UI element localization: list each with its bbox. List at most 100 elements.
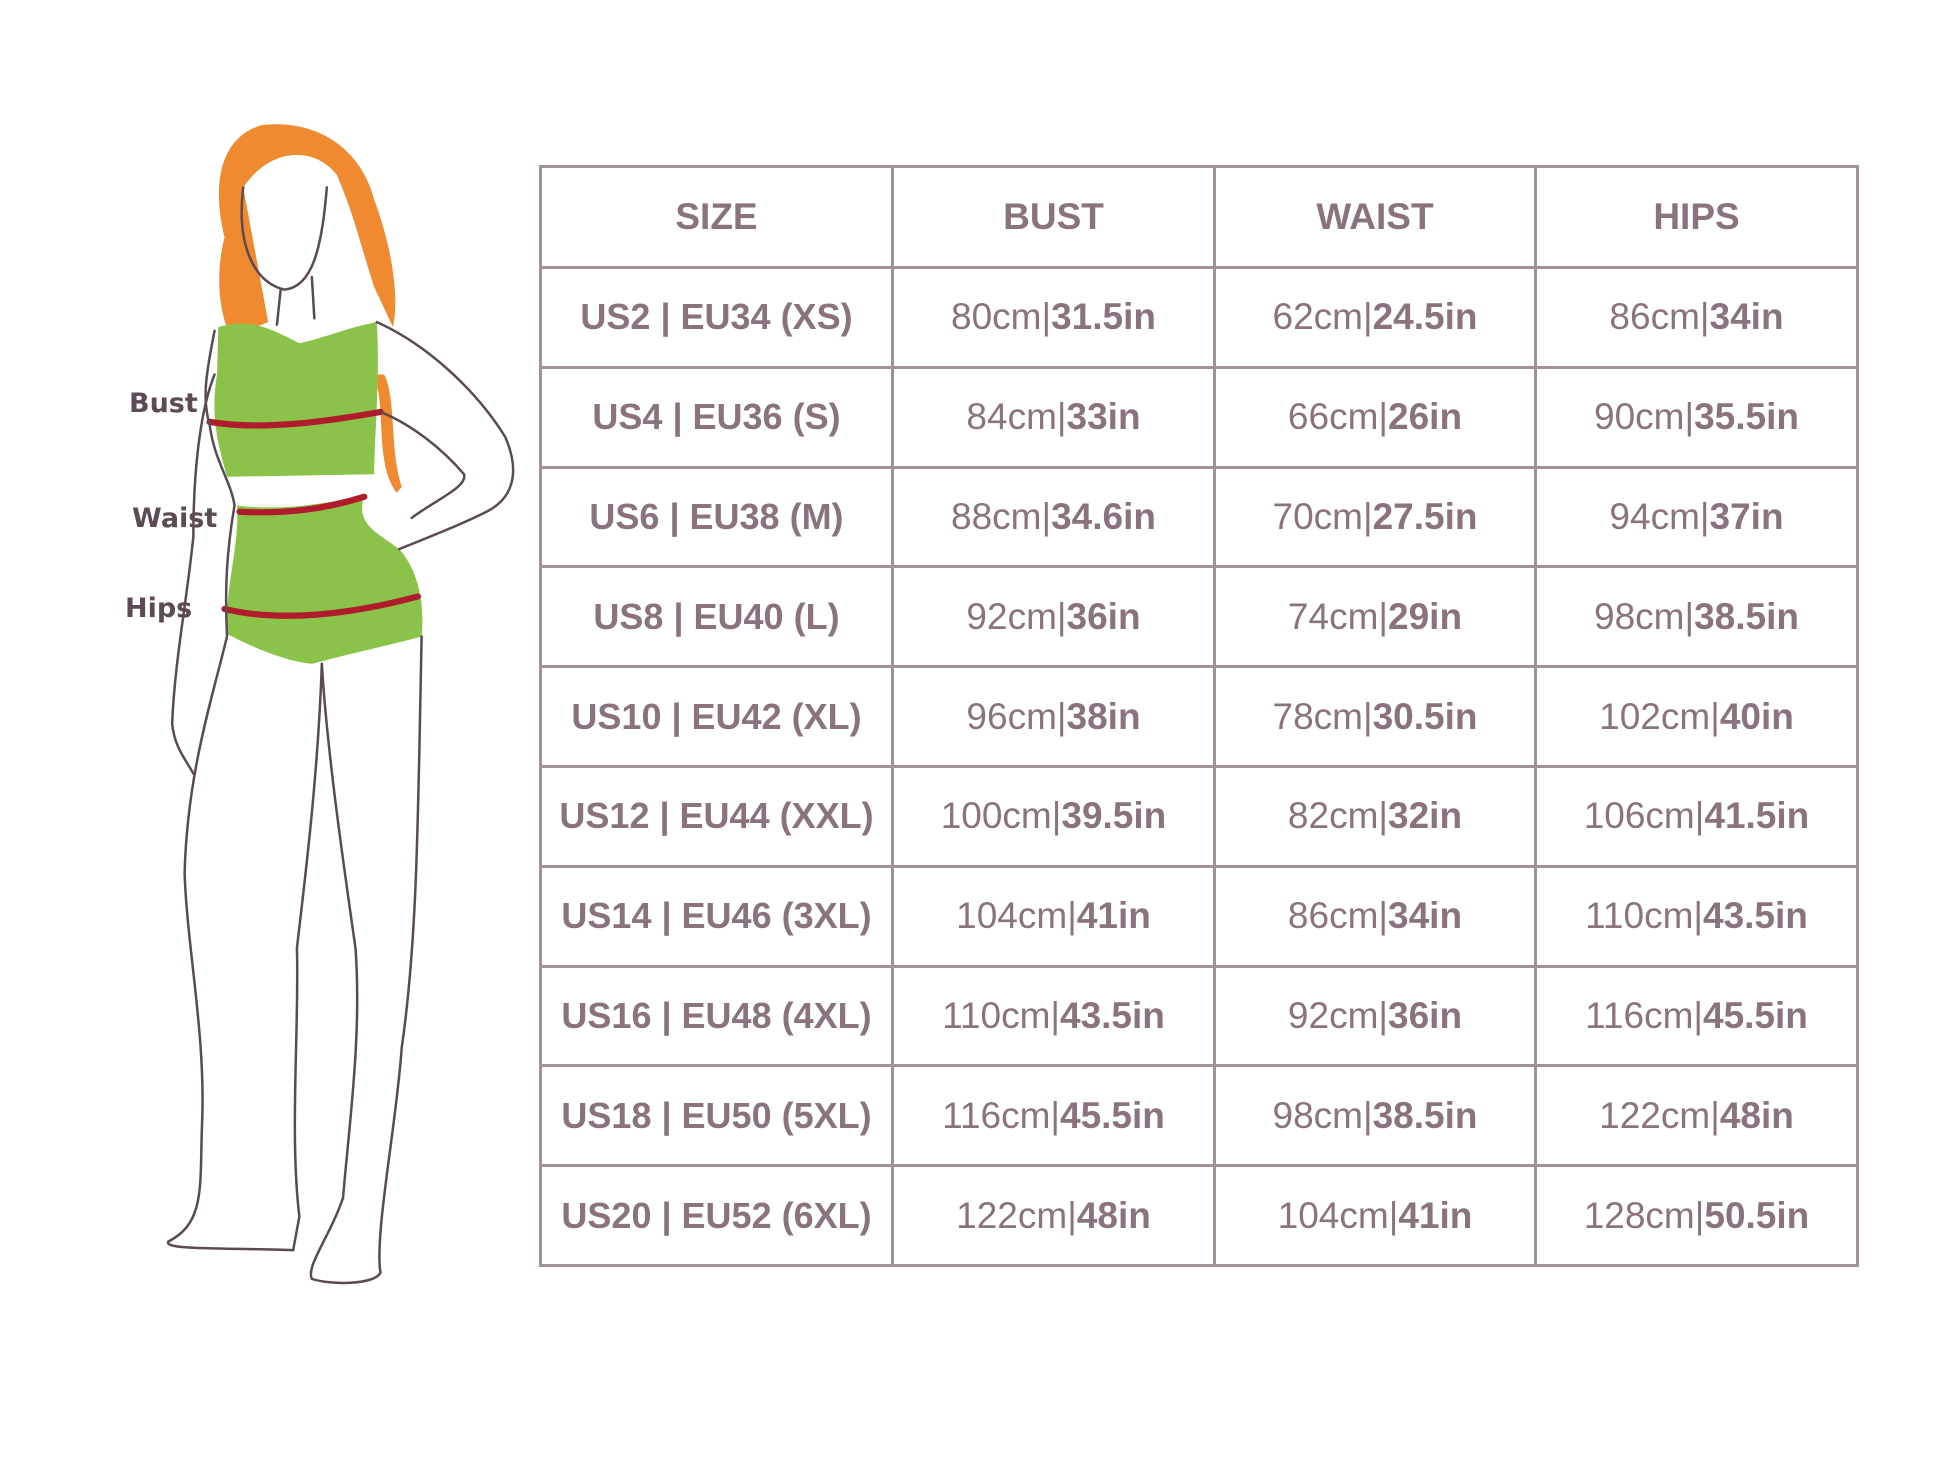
table-header-row: SIZE BUST WAIST HIPS: [539, 165, 1859, 269]
bust-cell: 80cm|31.5in: [891, 266, 1216, 369]
hips-in: 35.5in: [1694, 396, 1799, 438]
face-outline: [240, 186, 329, 291]
bust-cm: 96cm|: [966, 695, 1067, 737]
hips-cm: 122cm|: [1599, 1094, 1720, 1136]
top-garment: [214, 322, 378, 477]
bust-cm: 116cm|: [942, 1094, 1060, 1136]
waist-cm: 74cm|: [1287, 595, 1389, 637]
hips-in: 34in: [1709, 296, 1784, 338]
size-cell: US18 | EU50 (5XL): [539, 1064, 894, 1168]
hips-in: 40in: [1719, 695, 1794, 737]
waist-in: 26in: [1388, 396, 1463, 438]
hips-cell: 90cm|35.5in: [1534, 365, 1859, 469]
waist-measure-line: [236, 493, 368, 516]
hips-cell: 106cm|41.5in: [1534, 764, 1859, 868]
waist-cell: 98cm|38.5in: [1213, 1064, 1537, 1168]
hips-in: 38.5in: [1694, 595, 1799, 637]
size-cell: US12 | EU44 (XXL): [539, 764, 894, 868]
bust-in: 48in: [1076, 1194, 1151, 1236]
table-row: US14 | EU46 (3XL) 104cm|41in 86cm|34in 110c…: [539, 864, 1859, 968]
waist-in: 38.5in: [1372, 1094, 1478, 1136]
bust-in: 41in: [1076, 895, 1151, 937]
hips-cell: 86cm|34in: [1534, 266, 1859, 369]
size-cell: US4 | EU36 (S): [539, 365, 894, 469]
hips-in: 37in: [1709, 495, 1784, 537]
size-cell: US16 | EU48 (4XL): [539, 964, 894, 1068]
bust-in: 31.5in: [1051, 296, 1156, 338]
hips-cell: 116cm|45.5in: [1534, 964, 1859, 1068]
size-cell: US6 | EU38 (M): [539, 465, 894, 569]
waist-cm: 98cm|: [1272, 1094, 1373, 1136]
table-row: US18 | EU50 (5XL) 116cm|45.5in 98cm|38.5in…: [539, 1064, 1859, 1168]
waist-cm: 78cm|: [1272, 695, 1373, 737]
waist-in: 29in: [1388, 595, 1463, 637]
table-row: US4 | EU36 (S) 84cm|33in 66cm|26in 90cm|35.…: [539, 365, 1859, 469]
hips-cm: 94cm|: [1609, 495, 1710, 537]
bust-in: 34.6in: [1051, 495, 1156, 537]
header-bust: BUST: [891, 165, 1216, 269]
waist-cm: 62cm|: [1272, 296, 1373, 338]
bust-cell: 110cm|43.5in: [891, 964, 1216, 1068]
bust-cell: 96cm|38in: [891, 665, 1216, 768]
bust-label: Bust: [129, 388, 198, 419]
table-row: US12 | EU44 (XXL) 100cm|39.5in 82cm|32in 10…: [539, 764, 1859, 868]
bust-cm: 100cm|: [940, 795, 1062, 837]
waist-cell: 86cm|34in: [1213, 864, 1537, 968]
hips-cm: 98cm|: [1594, 595, 1695, 637]
hips-cell: 98cm|38.5in: [1534, 565, 1859, 669]
size-cell: US2 | EU34 (XS): [539, 266, 894, 369]
bust-cell: 84cm|33in: [891, 365, 1216, 469]
waist-cm: 86cm|: [1287, 895, 1389, 937]
hips-cm: 106cm|: [1583, 795, 1705, 837]
hips-cell: 102cm|40in: [1534, 665, 1859, 768]
hips-cell: 94cm|37in: [1534, 465, 1859, 569]
bust-cell: 116cm|45.5in: [891, 1064, 1216, 1168]
hips-cm: 128cm|: [1583, 1194, 1705, 1236]
bust-cm: 122cm|: [956, 1194, 1077, 1236]
hips-cm: 110cm|: [1585, 895, 1703, 937]
waist-cell: 78cm|30.5in: [1213, 665, 1537, 768]
waist-cell: 92cm|36in: [1213, 964, 1537, 1068]
hips-in: 41.5in: [1704, 795, 1810, 837]
bust-cm: 80cm|: [951, 296, 1052, 338]
bust-in: 45.5in: [1060, 1094, 1165, 1136]
bust-in: 38in: [1066, 695, 1141, 737]
hips-cell: 110cm|43.5in: [1534, 864, 1859, 968]
bust-in: 39.5in: [1061, 795, 1167, 837]
size-cell: US8 | EU40 (L): [539, 565, 894, 669]
bust-cm: 88cm|: [951, 495, 1052, 537]
waist-in: 34in: [1388, 895, 1463, 937]
waist-in: 30.5in: [1372, 695, 1478, 737]
bottom-garment: [226, 494, 423, 664]
table-row: US2 | EU34 (XS) 80cm|31.5in 62cm|24.5in 86c…: [539, 266, 1859, 369]
waist-in: 24.5in: [1372, 296, 1478, 338]
waist-in: 27.5in: [1372, 495, 1478, 537]
bust-measure-line: [206, 408, 384, 429]
table-row: US16 | EU48 (4XL) 110cm|43.5in 92cm|36in 11…: [539, 964, 1859, 1068]
waist-label: Waist: [132, 503, 218, 534]
table-row: US6 | EU38 (M) 88cm|34.6in 70cm|27.5in 94cm…: [539, 465, 1859, 569]
table-row: US8 | EU40 (L) 92cm|36in 74cm|29in 98cm|38.…: [539, 565, 1859, 669]
bust-cell: 104cm|41in: [891, 864, 1216, 968]
hips-cm: 86cm|: [1609, 296, 1710, 338]
waist-cell: 62cm|24.5in: [1213, 266, 1537, 369]
hips-measure-line: [221, 593, 422, 619]
waist-cm: 82cm|: [1287, 795, 1389, 837]
size-cell: US20 | EU52 (6XL): [539, 1164, 894, 1267]
size-cell: US14 | EU46 (3XL): [539, 864, 894, 968]
waist-cm: 104cm|: [1277, 1194, 1399, 1236]
bust-cm: 104cm|: [956, 895, 1077, 937]
hips-cell: 128cm|50.5in: [1534, 1164, 1859, 1267]
waist-cell: 82cm|32in: [1213, 764, 1537, 868]
header-hips: HIPS: [1534, 165, 1859, 269]
waist-cell: 74cm|29in: [1213, 565, 1537, 669]
waist-cell: 104cm|41in: [1213, 1164, 1537, 1267]
waist-cell: 66cm|26in: [1213, 365, 1537, 469]
arm-outline: [375, 320, 515, 551]
hips-cm: 102cm|: [1599, 695, 1720, 737]
bust-cell: 92cm|36in: [891, 565, 1216, 669]
bust-cm: 110cm|: [942, 994, 1060, 1036]
waist-in: 32in: [1388, 795, 1463, 837]
hips-in: 43.5in: [1703, 895, 1808, 937]
